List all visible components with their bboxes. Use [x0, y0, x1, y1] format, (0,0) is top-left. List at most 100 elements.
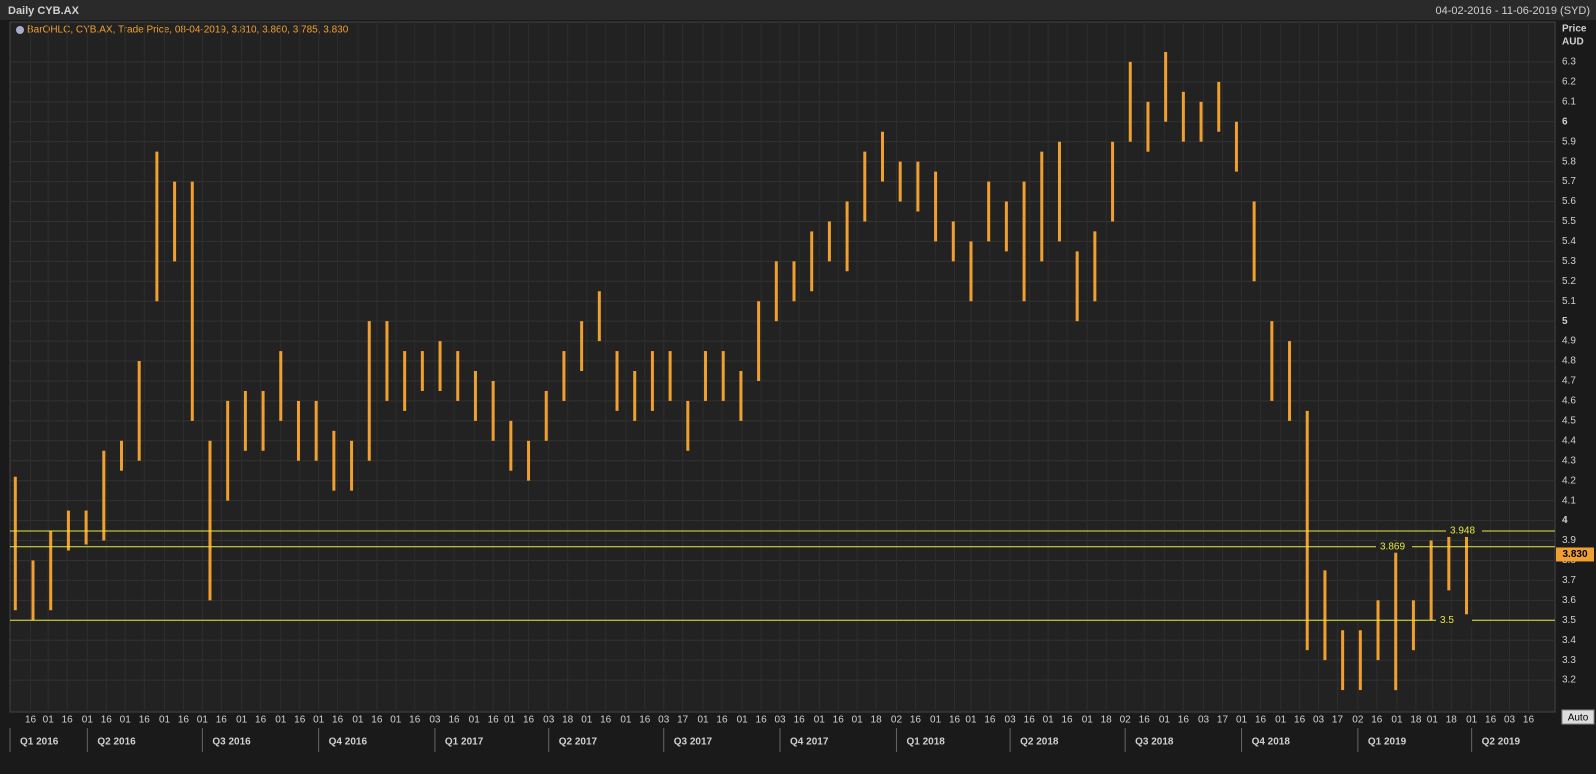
x-tick-label: 01: [43, 715, 55, 726]
x-tick-label: 16: [1485, 715, 1497, 726]
y-tick-label: 6: [1562, 116, 1568, 127]
x-tick-label: 16: [1024, 715, 1036, 726]
x-tick-label: 16: [1178, 715, 1190, 726]
x-tick-label: 03: [1198, 715, 1210, 726]
x-tick-label: 16: [255, 715, 267, 726]
y-tick-label: 4.6: [1562, 396, 1576, 407]
x-tick-label: 18: [562, 715, 574, 726]
x-tick-label: 03: [429, 715, 441, 726]
x-tick-label: 16: [639, 715, 651, 726]
x-tick-label: 01: [620, 715, 632, 726]
level-label: 3.869: [1380, 541, 1405, 552]
x-tick-label: 01: [1391, 715, 1403, 726]
x-tick-label: 03: [1313, 715, 1325, 726]
x-tick-label: 16: [1255, 715, 1267, 726]
y-tick-label: 4.5: [1562, 416, 1576, 427]
x-tick-label: 16: [409, 715, 421, 726]
quarter-label: Q3 2016: [212, 737, 251, 748]
y-tick-label: 4.3: [1562, 455, 1576, 466]
quarter-label: Q1 2017: [445, 737, 484, 748]
y-tick-label: 6.3: [1562, 57, 1576, 68]
quarter-label: Q1 2016: [20, 737, 59, 748]
quarter-label: Q4 2017: [790, 737, 829, 748]
y-tick-label: 4.4: [1562, 435, 1576, 446]
auto-button-label[interactable]: Auto: [1568, 713, 1589, 724]
y-tick-label: 4.8: [1562, 356, 1576, 367]
x-tick-label: 03: [1504, 715, 1516, 726]
x-tick-label: 16: [448, 715, 460, 726]
x-tick-label: 16: [1062, 715, 1074, 726]
x-tick-label: 01: [82, 715, 94, 726]
y-tick-label: 5.2: [1562, 276, 1576, 287]
quarter-label: Q3 2017: [674, 737, 713, 748]
legend-icon: [16, 26, 24, 34]
y-tick-label: 4: [1562, 515, 1568, 526]
x-tick-label: 16: [794, 715, 806, 726]
x-tick-label: 03: [658, 715, 670, 726]
quarter-label: Q2 2016: [97, 737, 136, 748]
last-price-label: 3.830: [1562, 549, 1587, 560]
level-label: 3.5: [1440, 615, 1454, 626]
x-tick-label: 01: [930, 715, 942, 726]
y-tick-label: 5: [1562, 316, 1568, 327]
x-tick-label: 16: [62, 715, 74, 726]
y-tick-label: 5.7: [1562, 176, 1576, 187]
x-tick-label: 16: [488, 715, 500, 726]
x-tick-label: 01: [1043, 715, 1055, 726]
quarter-label: Q1 2018: [906, 737, 945, 748]
x-tick-label: 16: [1139, 715, 1151, 726]
x-tick-label: 01: [852, 715, 864, 726]
x-tick-label: 03: [774, 715, 786, 726]
y-tick-label: 5.3: [1562, 256, 1576, 267]
x-tick-label: 01: [469, 715, 481, 726]
x-tick-label: 01: [504, 715, 516, 726]
y-tick-label: 6.2: [1562, 77, 1576, 88]
y-tick-label: 5.5: [1562, 216, 1576, 227]
x-tick-label: 16: [371, 715, 383, 726]
x-tick-label: 16: [1371, 715, 1383, 726]
y-tick-label: 5.8: [1562, 156, 1576, 167]
x-tick-label: 01: [275, 715, 287, 726]
x-tick-label: 01: [313, 715, 325, 726]
x-tick-label: 01: [1236, 715, 1248, 726]
x-tick-label: 16: [984, 715, 996, 726]
x-tick-label: 16: [216, 715, 228, 726]
x-tick-label: 01: [814, 715, 826, 726]
x-tick-label: 01: [1466, 715, 1478, 726]
x-tick-label: 16: [716, 715, 728, 726]
y-axis-label: Price: [1562, 24, 1587, 35]
x-tick-label: 01: [120, 715, 132, 726]
x-tick-label: 16: [178, 715, 190, 726]
level-label-bg: [1376, 540, 1412, 553]
y-tick-label: 5.6: [1562, 196, 1576, 207]
y-tick-label: 5.4: [1562, 236, 1576, 247]
x-tick-label: 18: [1101, 715, 1113, 726]
header-range: 04-02-2016 - 11-06-2019 (SYD): [1436, 5, 1591, 17]
y-tick-label: 3.2: [1562, 675, 1576, 686]
auto-button[interactable]: [1561, 709, 1595, 725]
level-label-bg: [1436, 614, 1472, 627]
y-tick-label: 4.9: [1562, 336, 1576, 347]
x-tick-label: 16: [101, 715, 113, 726]
y-axis-unit: AUD: [1562, 37, 1584, 48]
x-tick-label: 16: [949, 715, 961, 726]
quarter-label: Q2 2019: [1482, 737, 1521, 748]
x-tick-label: 01: [1159, 715, 1171, 726]
header-title: Daily CYB.AX: [8, 5, 80, 17]
quarter-label: Q2 2017: [559, 737, 598, 748]
quarter-label: Q3 2018: [1135, 737, 1174, 748]
x-tick-label: 01: [965, 715, 977, 726]
x-tick-label: 18: [871, 715, 883, 726]
y-tick-label: 5.1: [1562, 296, 1576, 307]
x-tick-label: 01: [390, 715, 402, 726]
level-label-bg: [1446, 524, 1482, 537]
x-tick-label: 01: [1275, 715, 1287, 726]
quarter-label: Q4 2016: [329, 737, 368, 748]
y-tick-label: 4.1: [1562, 495, 1576, 506]
x-tick-label: 17: [1332, 715, 1344, 726]
x-tick-label: 16: [600, 715, 612, 726]
x-tick-label: 18: [1410, 715, 1422, 726]
x-tick-label: 02: [1120, 715, 1132, 726]
level-label: 3.948: [1450, 526, 1475, 537]
